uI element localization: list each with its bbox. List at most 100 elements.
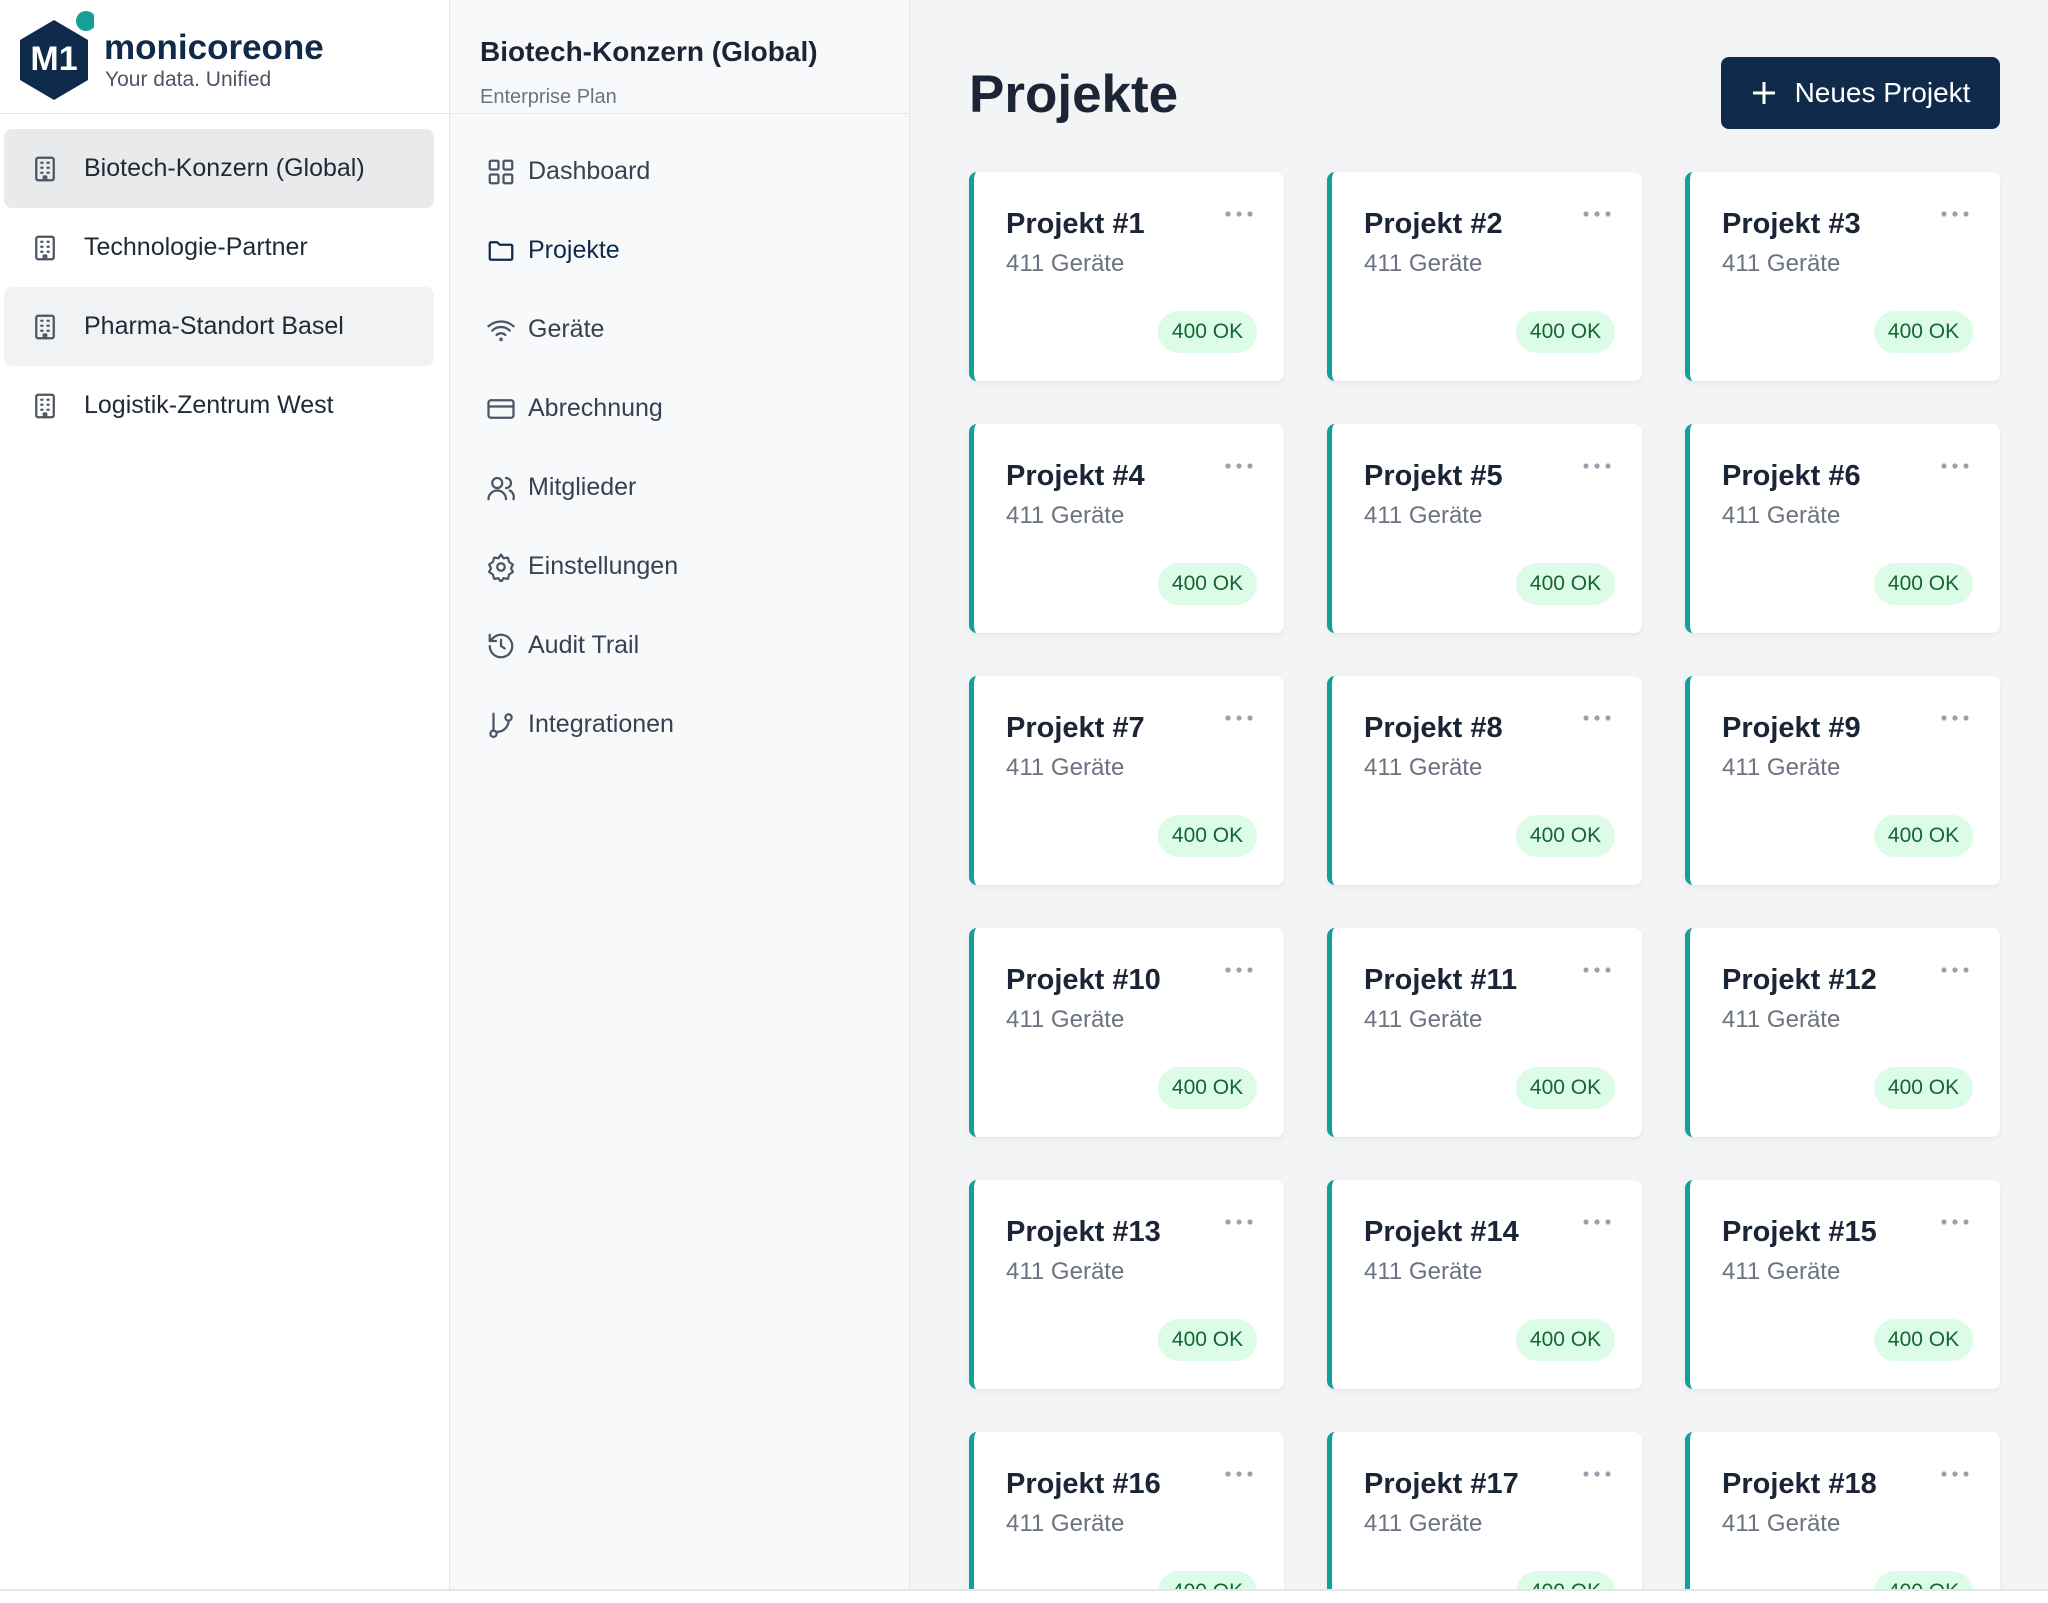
project-card[interactable]: Projekt #16 411 Geräte 400 OK <box>969 1432 1284 1589</box>
org-label: Pharma-Standort Basel <box>84 312 344 340</box>
brand-header: M1 monicoreone Your data. Unified <box>0 0 449 114</box>
project-card[interactable]: Projekt #10 411 Geräte 400 OK <box>969 928 1284 1137</box>
brand-tagline: Your data. Unified <box>105 68 272 91</box>
nav-item[interactable]: Audit Trail <box>470 606 890 685</box>
project-devices: 411 Geräte <box>1364 1006 1483 1033</box>
project-name: Projekt #16 <box>1006 1468 1161 1500</box>
icon <box>489 712 513 738</box>
project-card[interactable]: Projekt #18 411 Geräte 400 OK <box>1685 1432 2000 1589</box>
nav-item[interactable]: Integrationen <box>470 685 890 764</box>
new-project-button[interactable]: Neues Projekt <box>1721 57 2000 129</box>
nav-item[interactable]: Einstellungen <box>470 527 890 606</box>
project-card[interactable]: Projekt #6 411 Geräte 400 OK <box>1685 424 2000 633</box>
more-menu[interactable] <box>1940 462 1970 470</box>
project-devices: 411 Geräte <box>1006 250 1125 277</box>
project-devices: 411 Geräte <box>1722 1510 1841 1537</box>
status-badge: 400 OK <box>1516 1067 1615 1109</box>
more-menu[interactable] <box>1582 1470 1612 1478</box>
org-item[interactable]: Logistik-Zentrum West <box>4 366 434 445</box>
more-menu[interactable] <box>1224 1470 1254 1478</box>
button-label: Neues Projekt <box>1794 77 1971 108</box>
status-badge: 400 OK <box>1158 1067 1257 1109</box>
project-name: Projekt #18 <box>1722 1468 1877 1500</box>
nav-item[interactable]: Projekte <box>470 211 890 290</box>
org-title: Biotech-Konzern (Global) <box>480 36 818 67</box>
project-card[interactable]: Projekt #9 411 Geräte 400 OK <box>1685 676 2000 885</box>
logo: M1 <box>20 11 94 100</box>
project-card[interactable]: Projekt #13 411 Geräte 400 OK <box>969 1180 1284 1389</box>
project-devices: 411 Geräte <box>1722 502 1841 529</box>
nav-label: Geräte <box>528 315 605 343</box>
nav-item[interactable]: Geräte <box>470 290 890 369</box>
more-menu[interactable] <box>1224 462 1254 470</box>
project-card[interactable]: Projekt #11 411 Geräte 400 OK <box>1327 928 1642 1137</box>
project-card[interactable]: Projekt #1 411 Geräte 400 OK <box>969 172 1284 381</box>
more-menu[interactable] <box>1940 714 1970 722</box>
icon <box>488 552 514 582</box>
page-title: Projekte <box>969 65 1179 124</box>
project-card[interactable]: Projekt #15 411 Geräte 400 OK <box>1685 1180 2000 1389</box>
project-card[interactable]: Projekt #3 411 Geräte 400 OK <box>1685 172 2000 381</box>
status-badge: 400 OK <box>1158 563 1257 605</box>
more-menu[interactable] <box>1582 462 1612 470</box>
nav-label: Mitglieder <box>528 473 637 501</box>
project-devices: 411 Geräte <box>1722 250 1841 277</box>
project-name: Projekt #3 <box>1722 208 1861 240</box>
project-card[interactable]: Projekt #2 411 Geräte 400 OK <box>1327 172 1642 381</box>
status-badge: 400 OK <box>1158 815 1257 857</box>
more-menu[interactable] <box>1940 1470 1970 1478</box>
nav-panel: Biotech-Konzern (Global) Enterprise Plan… <box>450 0 910 1589</box>
status-badge: 400 OK <box>1516 563 1615 605</box>
project-card[interactable]: Projekt #17 411 Geräte 400 OK <box>1327 1432 1642 1589</box>
project-name: Projekt #7 <box>1006 712 1145 744</box>
org-sidebar: M1 monicoreone Your data. Unified Biotec… <box>0 0 450 1589</box>
project-devices: 411 Geräte <box>1364 754 1483 781</box>
org-item[interactable]: Pharma-Standort Basel <box>4 287 434 366</box>
status-badge: 400 OK <box>1516 1571 1615 1589</box>
icon <box>35 156 55 181</box>
project-devices: 411 Geräte <box>1006 1006 1125 1033</box>
status-badge: 400 OK <box>1158 1319 1257 1361</box>
more-menu[interactable] <box>1940 210 1970 218</box>
project-card[interactable]: Projekt #12 411 Geräte 400 OK <box>1685 928 2000 1137</box>
project-name: Projekt #11 <box>1364 964 1518 996</box>
org-item[interactable]: Technologie-Partner <box>4 208 434 287</box>
more-menu[interactable] <box>1224 1218 1254 1226</box>
project-card[interactable]: Projekt #4 411 Geräte 400 OK <box>969 424 1284 633</box>
org-item[interactable]: Biotech-Konzern (Global) <box>4 129 434 208</box>
nav-label: Abrechnung <box>528 394 663 422</box>
nav-item[interactable]: Dashboard <box>470 132 890 211</box>
more-menu[interactable] <box>1582 1218 1612 1226</box>
more-menu[interactable] <box>1224 210 1254 218</box>
nav-item[interactable]: Abrechnung <box>470 369 890 448</box>
project-devices: 411 Geräte <box>1722 1258 1841 1285</box>
project-card[interactable]: Projekt #7 411 Geräte 400 OK <box>969 676 1284 885</box>
more-menu[interactable] <box>1940 966 1970 974</box>
more-menu[interactable] <box>1582 714 1612 722</box>
project-devices: 411 Geräte <box>1006 1258 1125 1285</box>
project-name: Projekt #13 <box>1006 1216 1161 1248</box>
project-card[interactable]: Projekt #8 411 Geräte 400 OK <box>1327 676 1642 885</box>
project-name: Projekt #15 <box>1722 1216 1877 1248</box>
more-menu[interactable] <box>1224 714 1254 722</box>
more-menu[interactable] <box>1582 210 1612 218</box>
more-menu[interactable] <box>1582 966 1612 974</box>
project-card[interactable]: Projekt #5 411 Geräte 400 OK <box>1327 424 1642 633</box>
nav-label: Integrationen <box>528 710 674 738</box>
project-name: Projekt #12 <box>1722 964 1877 996</box>
icon <box>35 393 55 418</box>
icon <box>35 314 55 339</box>
status-badge: 400 OK <box>1516 815 1615 857</box>
icon <box>488 633 514 658</box>
project-name: Projekt #1 <box>1006 208 1145 240</box>
nav-item[interactable]: Mitglieder <box>470 448 890 527</box>
project-card[interactable]: Projekt #14 411 Geräte 400 OK <box>1327 1180 1642 1389</box>
status-badge: 400 OK <box>1874 311 1973 353</box>
project-devices: 411 Geräte <box>1006 1510 1125 1537</box>
more-menu[interactable] <box>1940 1218 1970 1226</box>
project-name: Projekt #14 <box>1364 1216 1519 1248</box>
icon <box>488 159 514 184</box>
icon <box>35 235 55 260</box>
icon <box>487 319 515 341</box>
more-menu[interactable] <box>1224 966 1254 974</box>
